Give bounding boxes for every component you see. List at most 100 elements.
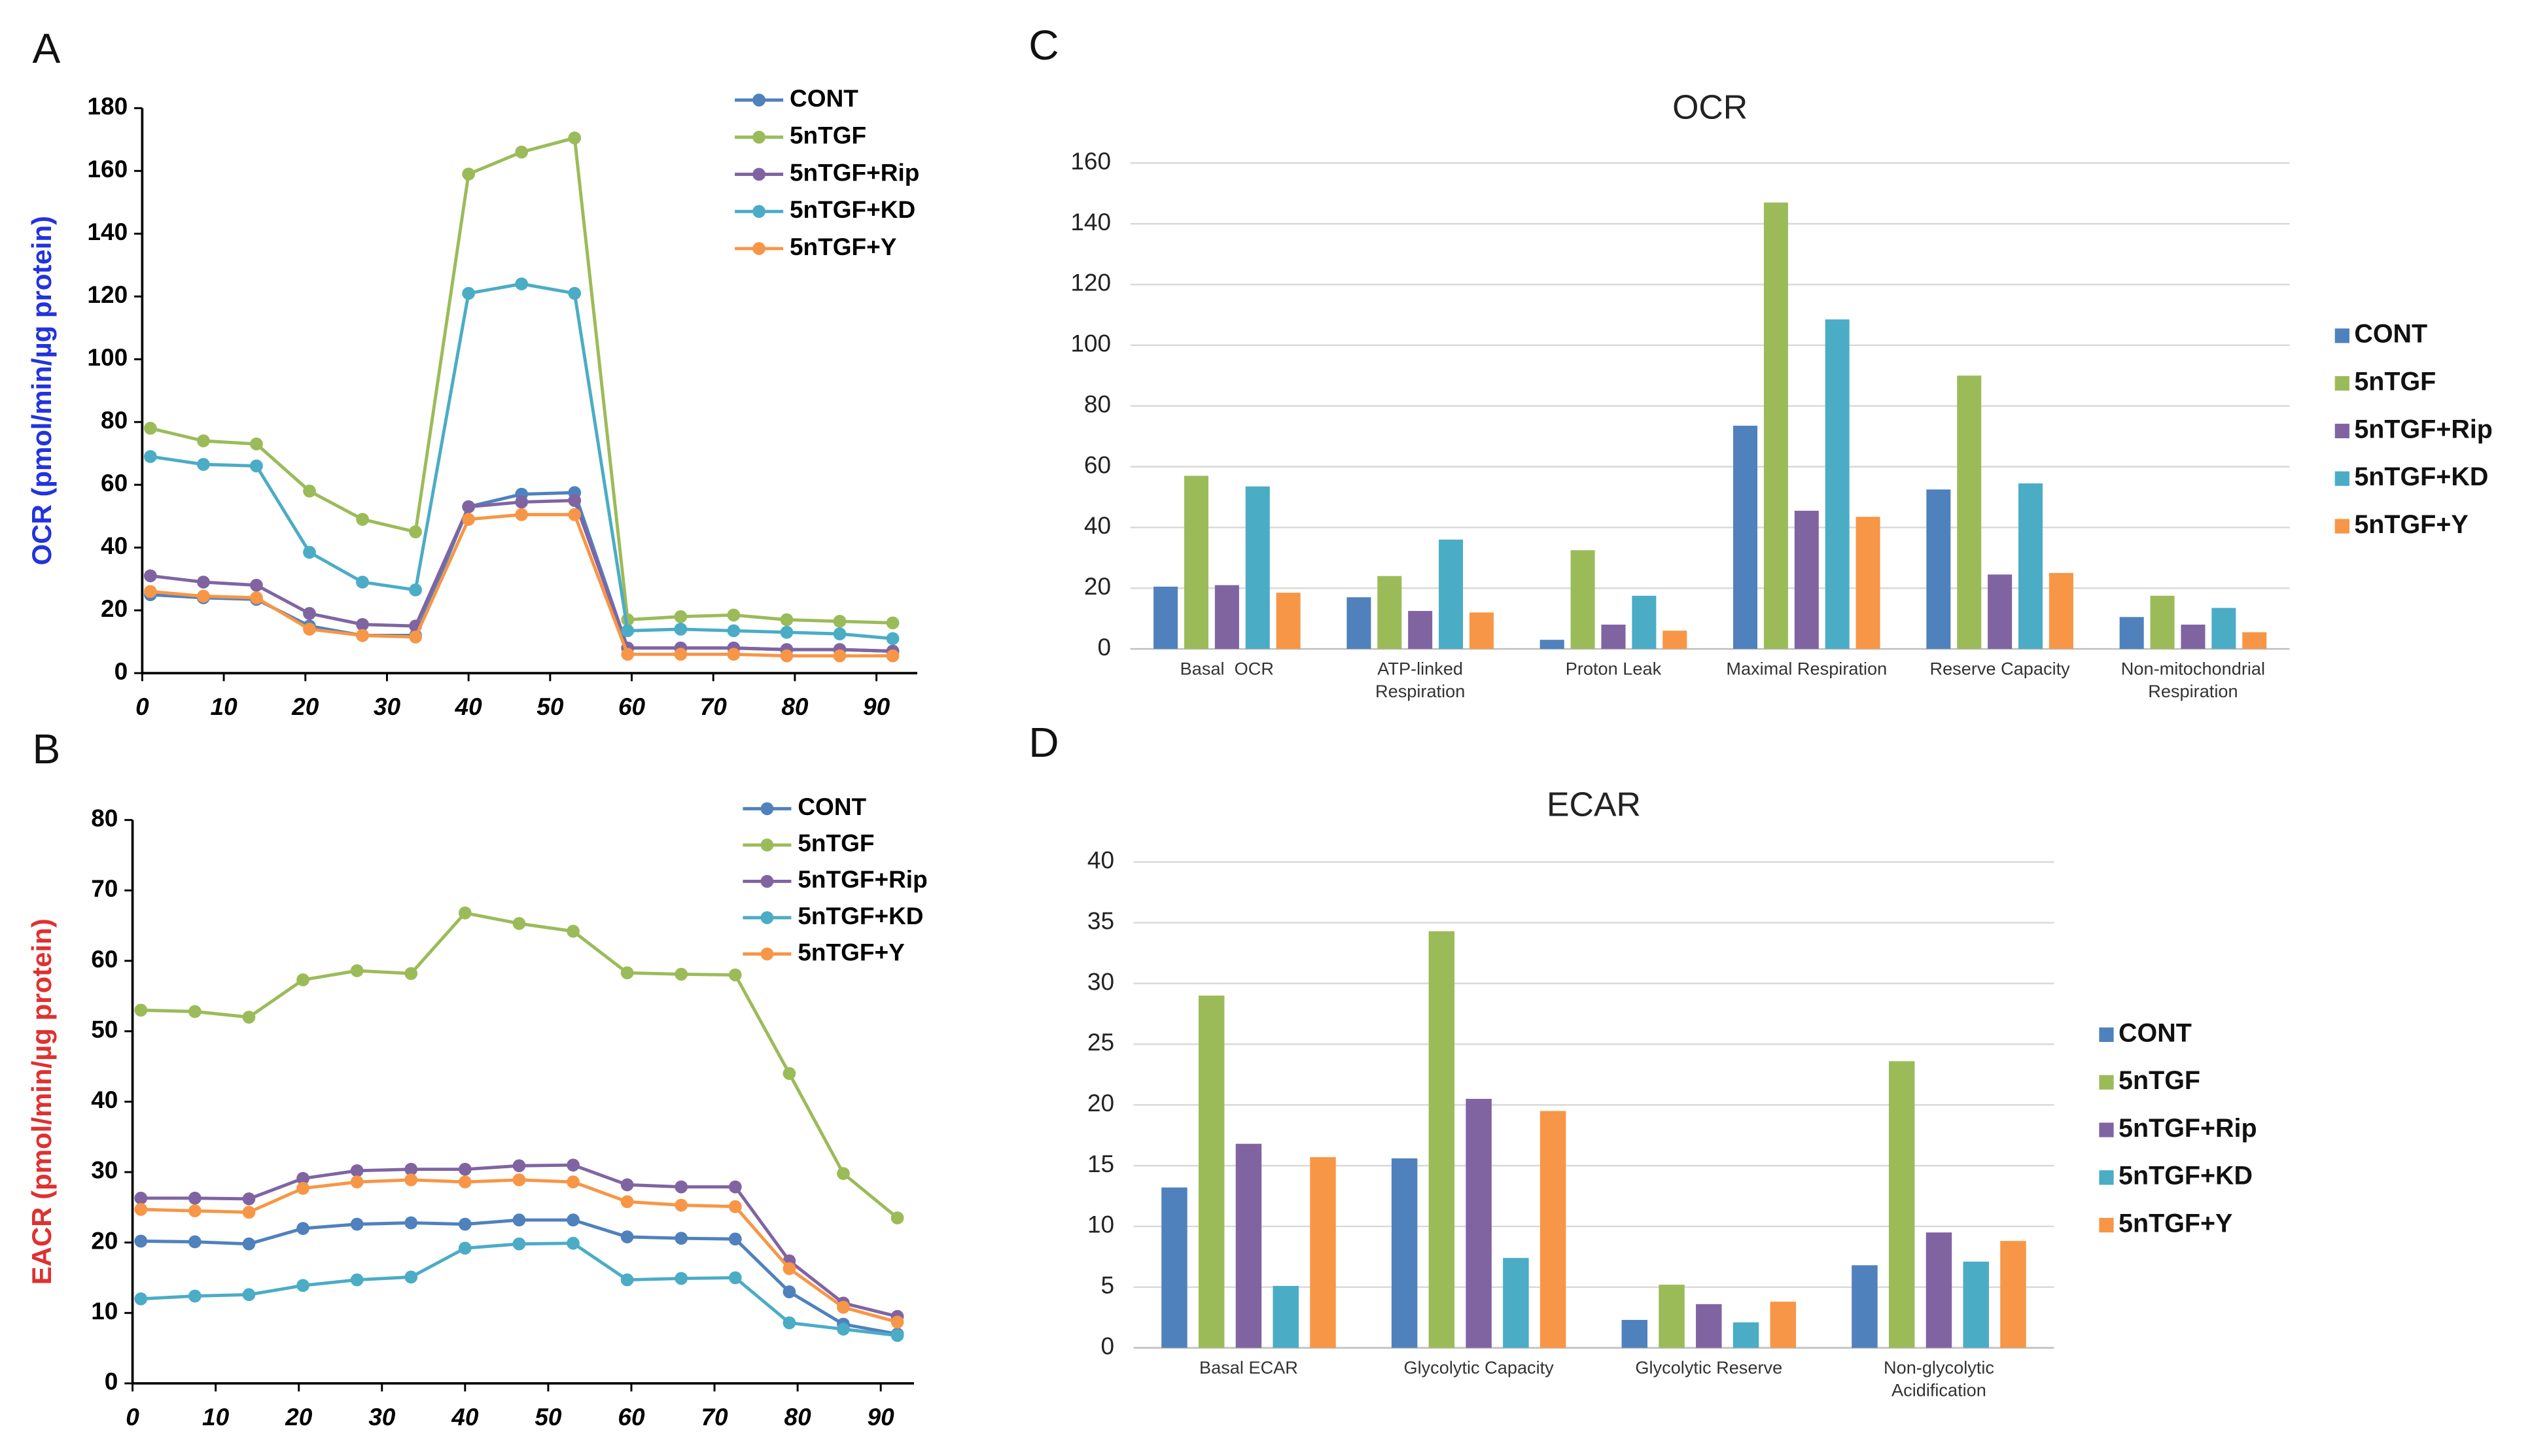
- y-tick-label: 70: [91, 875, 118, 902]
- data-point: [780, 649, 794, 663]
- data-point: [512, 1237, 526, 1251]
- legend-marker: [760, 947, 774, 961]
- legend-marker: [752, 167, 765, 181]
- data-point: [462, 286, 476, 300]
- legend-marker: [760, 802, 774, 816]
- bar: [2242, 632, 2267, 650]
- x-tick-label: Glycolytic Reserve: [1635, 1359, 1783, 1379]
- data-point: [675, 967, 688, 981]
- x-tick-label-box: Basal ECAR: [1199, 1359, 1298, 1379]
- data-point: [728, 1271, 742, 1285]
- x-tick-label: Basal ECAR: [1199, 1359, 1298, 1379]
- data-point: [188, 1235, 202, 1249]
- bar: [1733, 425, 1758, 650]
- data-point: [409, 583, 422, 597]
- y-tick-label: 140: [87, 218, 128, 245]
- data-point: [404, 1270, 418, 1284]
- data-point: [409, 525, 422, 539]
- legend-label: 5nTGF+KD: [790, 196, 915, 223]
- bar: [1245, 486, 1270, 650]
- data-point: [782, 1067, 796, 1081]
- data-point: [675, 1198, 688, 1212]
- data-point: [780, 625, 794, 639]
- data-point: [250, 437, 263, 451]
- bar: [1428, 931, 1455, 1348]
- bar: [2181, 624, 2206, 650]
- data-point: [886, 616, 900, 630]
- data-point: [886, 649, 900, 663]
- data-point: [515, 508, 529, 521]
- data-point: [296, 1279, 309, 1292]
- y-tick-label: 60: [91, 945, 118, 973]
- data-point: [197, 589, 210, 603]
- bar: [1963, 1261, 1989, 1348]
- x-tick-label-box: Glycolytic Capacity: [1403, 1359, 1553, 1379]
- bar: [1621, 1319, 1648, 1348]
- data-point: [728, 1200, 742, 1213]
- x-tick-label: Proton Leak: [1565, 660, 1662, 680]
- data-point: [134, 1003, 148, 1017]
- legend-label: 5nTGF+KD: [2354, 462, 2488, 491]
- bar: [2211, 608, 2236, 650]
- data-point: [188, 1191, 202, 1205]
- data-point: [620, 1230, 634, 1243]
- legend-swatch: [2334, 471, 2349, 486]
- data-point: [890, 1315, 904, 1329]
- legend-label: 5nTGF+KD: [798, 902, 923, 929]
- x-tick-label: Basal OCR: [1180, 660, 1274, 680]
- data-point: [296, 1171, 309, 1185]
- data-point: [780, 613, 794, 627]
- data-point: [727, 648, 741, 661]
- data-point: [567, 1158, 580, 1172]
- bar: [1770, 1302, 1797, 1348]
- x-tick-label-box: Reserve Capacity: [1929, 660, 2069, 680]
- legend-label: CONT: [2119, 1018, 2192, 1047]
- data-point: [567, 924, 580, 938]
- data-point: [567, 1175, 580, 1188]
- data-point: [404, 1162, 418, 1176]
- x-tick-label: 70: [701, 1403, 728, 1430]
- panel-label: A: [33, 25, 61, 72]
- y-tick-label: 100: [1070, 330, 1111, 357]
- x-tick-label-box: Proton Leak: [1565, 660, 1662, 680]
- data-point: [250, 459, 263, 473]
- data-point: [350, 1273, 364, 1287]
- data-point: [674, 610, 688, 623]
- y-tick-label: 10: [91, 1297, 118, 1325]
- data-point: [462, 167, 476, 181]
- chart-title: OCR: [1672, 88, 1748, 126]
- x-tick-label: Non-mitochondrial Respiration: [2120, 660, 2270, 702]
- data-point: [621, 648, 635, 661]
- data-point: [837, 1167, 850, 1180]
- x-tick-label: 40: [455, 693, 483, 720]
- x-tick-label-box: Non-mitochondrial Respiration: [2120, 660, 2270, 702]
- legend-swatch: [2334, 423, 2349, 439]
- y-tick-label: 40: [101, 532, 128, 559]
- x-tick-label: 90: [863, 693, 890, 720]
- data-point: [727, 608, 741, 622]
- data-point: [458, 1175, 472, 1188]
- y-tick-label: 60: [1084, 451, 1111, 478]
- data-point: [197, 434, 210, 447]
- bar: [1439, 539, 1464, 650]
- data-point: [458, 1162, 472, 1176]
- data-point: [250, 591, 263, 604]
- bar: [1235, 1143, 1262, 1348]
- y-tick-label: 160: [87, 155, 128, 182]
- x-tick-label: 90: [868, 1403, 895, 1430]
- bar: [1198, 996, 1225, 1348]
- legend-swatch: [2099, 1122, 2114, 1137]
- legend-swatch: [2334, 376, 2349, 391]
- x-tick-label-box: ATP-linked Respiration: [1375, 660, 1465, 702]
- data-point: [462, 513, 476, 526]
- x-tick-label: 0: [126, 1403, 139, 1430]
- bar: [1825, 319, 1850, 650]
- data-point: [404, 1173, 418, 1187]
- y-axis-label: OCR (pmol/min/µg protein): [26, 216, 57, 565]
- data-point: [728, 968, 742, 982]
- data-point: [890, 1211, 904, 1224]
- data-point: [404, 967, 418, 980]
- x-tick-label: 70: [700, 693, 728, 720]
- bar: [1925, 1232, 1952, 1348]
- x-tick-label: Non-glycolytic Acidification: [1883, 1359, 1999, 1401]
